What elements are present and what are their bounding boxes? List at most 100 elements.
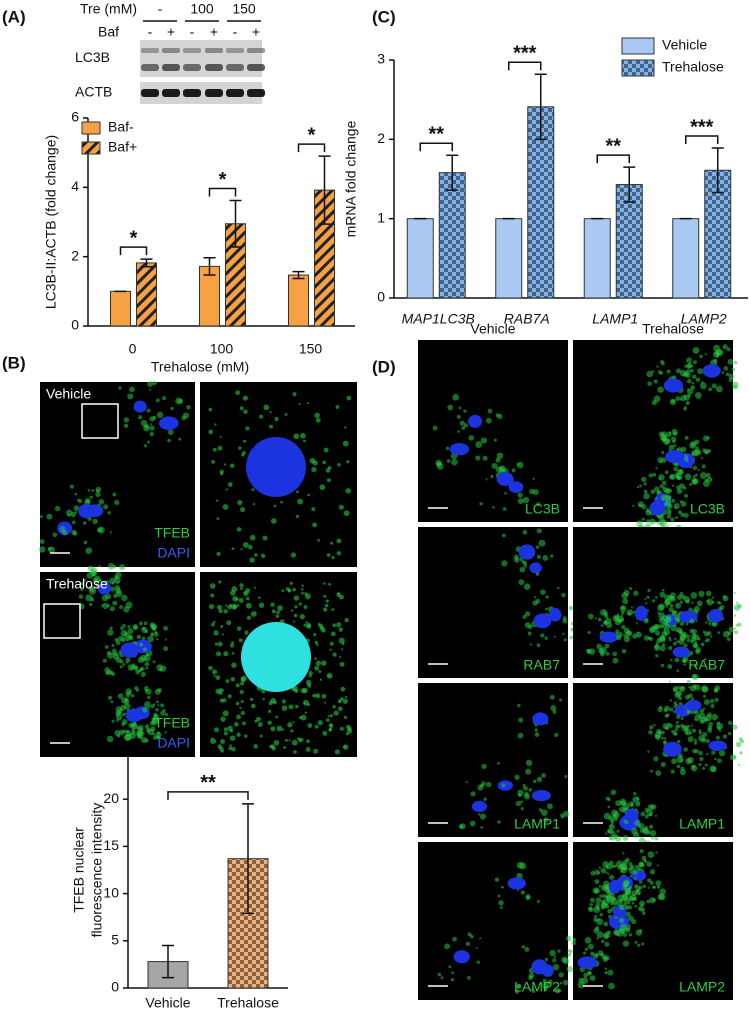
stain-signal bbox=[647, 851, 655, 858]
stain-signal bbox=[218, 580, 222, 584]
stain-signal bbox=[287, 722, 293, 728]
stain-signal bbox=[256, 716, 261, 722]
stain-signal bbox=[143, 654, 151, 662]
stain-signal bbox=[208, 665, 213, 671]
blot-label: Tre (mM) bbox=[80, 1, 137, 17]
stain-signal bbox=[654, 814, 658, 817]
stain-signal bbox=[74, 492, 78, 496]
stain-signal bbox=[649, 518, 656, 525]
stain-signal bbox=[138, 415, 143, 420]
stain-signal bbox=[340, 697, 344, 701]
stain-signal bbox=[344, 617, 349, 623]
nucleus bbox=[158, 416, 179, 431]
stain-signal bbox=[616, 635, 622, 641]
stain-signal bbox=[119, 605, 124, 610]
stain-signal bbox=[687, 736, 694, 743]
stain-signal bbox=[113, 593, 118, 598]
nucleus bbox=[702, 364, 721, 378]
significance-label: ** bbox=[605, 135, 621, 157]
stain-signal bbox=[545, 595, 549, 599]
band bbox=[226, 89, 244, 97]
blot-label: Baf bbox=[98, 24, 119, 40]
stain-signal bbox=[516, 983, 522, 989]
stain-signal bbox=[666, 713, 670, 717]
stain-signal bbox=[542, 555, 549, 561]
stain-signal bbox=[593, 906, 601, 914]
stain-signal bbox=[675, 516, 678, 520]
stain-signal bbox=[480, 437, 488, 444]
stain-signal bbox=[216, 551, 221, 556]
stain-signal bbox=[215, 675, 221, 680]
stain-signal bbox=[328, 582, 332, 586]
stain-signal bbox=[696, 600, 703, 607]
stain-signal bbox=[716, 601, 721, 605]
stain-signal bbox=[98, 578, 103, 583]
stain-signal bbox=[681, 594, 686, 600]
stain-signal bbox=[123, 423, 129, 428]
stain-signal bbox=[709, 635, 713, 638]
significance-bracket bbox=[508, 61, 542, 71]
stain-signal bbox=[253, 586, 256, 589]
stain-signal bbox=[597, 871, 600, 874]
stain-signal bbox=[307, 723, 313, 728]
stain-signal bbox=[248, 544, 253, 550]
stain-signal bbox=[459, 420, 465, 426]
stain-signal bbox=[725, 372, 730, 377]
stain-signal bbox=[235, 390, 241, 396]
stain-signal bbox=[625, 891, 629, 896]
stain-signal bbox=[231, 547, 235, 551]
bar bbox=[288, 274, 309, 327]
stain-signal bbox=[153, 712, 158, 718]
stain-signal bbox=[628, 895, 634, 902]
stain-signal bbox=[659, 645, 666, 652]
stain-signal bbox=[643, 489, 648, 494]
stain-signal bbox=[706, 476, 713, 483]
stain-signal bbox=[674, 691, 681, 699]
stain-signal bbox=[285, 587, 290, 591]
stain-signal bbox=[451, 458, 458, 466]
stain-signal bbox=[522, 496, 530, 504]
stain-signal bbox=[321, 627, 326, 633]
stain-signal bbox=[695, 377, 701, 382]
stain-signal bbox=[477, 784, 484, 791]
stain-signal bbox=[568, 605, 574, 611]
stain-signal bbox=[686, 364, 692, 369]
stain-signal bbox=[649, 627, 655, 634]
stain-signal bbox=[304, 711, 308, 714]
stain-signal bbox=[704, 763, 708, 767]
stain-signal bbox=[699, 756, 704, 762]
stain-signal bbox=[106, 735, 114, 743]
stain-signal bbox=[647, 878, 652, 883]
stain-signal bbox=[331, 555, 335, 560]
stain-signal bbox=[672, 439, 676, 444]
stain-signal bbox=[317, 622, 321, 626]
stain-signal bbox=[326, 478, 332, 483]
stain-signal bbox=[77, 498, 80, 502]
stain-signal bbox=[584, 947, 588, 951]
stain-signal bbox=[649, 829, 657, 837]
stain-signal bbox=[596, 931, 604, 938]
stain-signal bbox=[231, 641, 234, 645]
stain-signal bbox=[641, 942, 645, 946]
stain-signal bbox=[669, 603, 674, 608]
stain-signal bbox=[111, 719, 115, 723]
stain-signal bbox=[668, 636, 672, 640]
stain-signal bbox=[143, 621, 148, 626]
stain-signal bbox=[718, 729, 722, 732]
stain-signal bbox=[293, 595, 300, 601]
stain-signal bbox=[240, 677, 246, 682]
stain-signal bbox=[611, 864, 616, 869]
stain-signal bbox=[268, 709, 272, 714]
stain-signal bbox=[563, 979, 569, 986]
stain-signal bbox=[664, 470, 669, 475]
stain-signal bbox=[680, 501, 687, 507]
stain-signal bbox=[627, 612, 632, 616]
stain-signal bbox=[463, 423, 469, 428]
stain-signal bbox=[633, 590, 639, 596]
stain-signal bbox=[107, 562, 115, 570]
stain-signal bbox=[292, 392, 297, 397]
stain-signal bbox=[605, 895, 612, 901]
stain-signal bbox=[328, 466, 332, 470]
stain-signal bbox=[311, 507, 316, 512]
stain-signal bbox=[130, 722, 138, 730]
